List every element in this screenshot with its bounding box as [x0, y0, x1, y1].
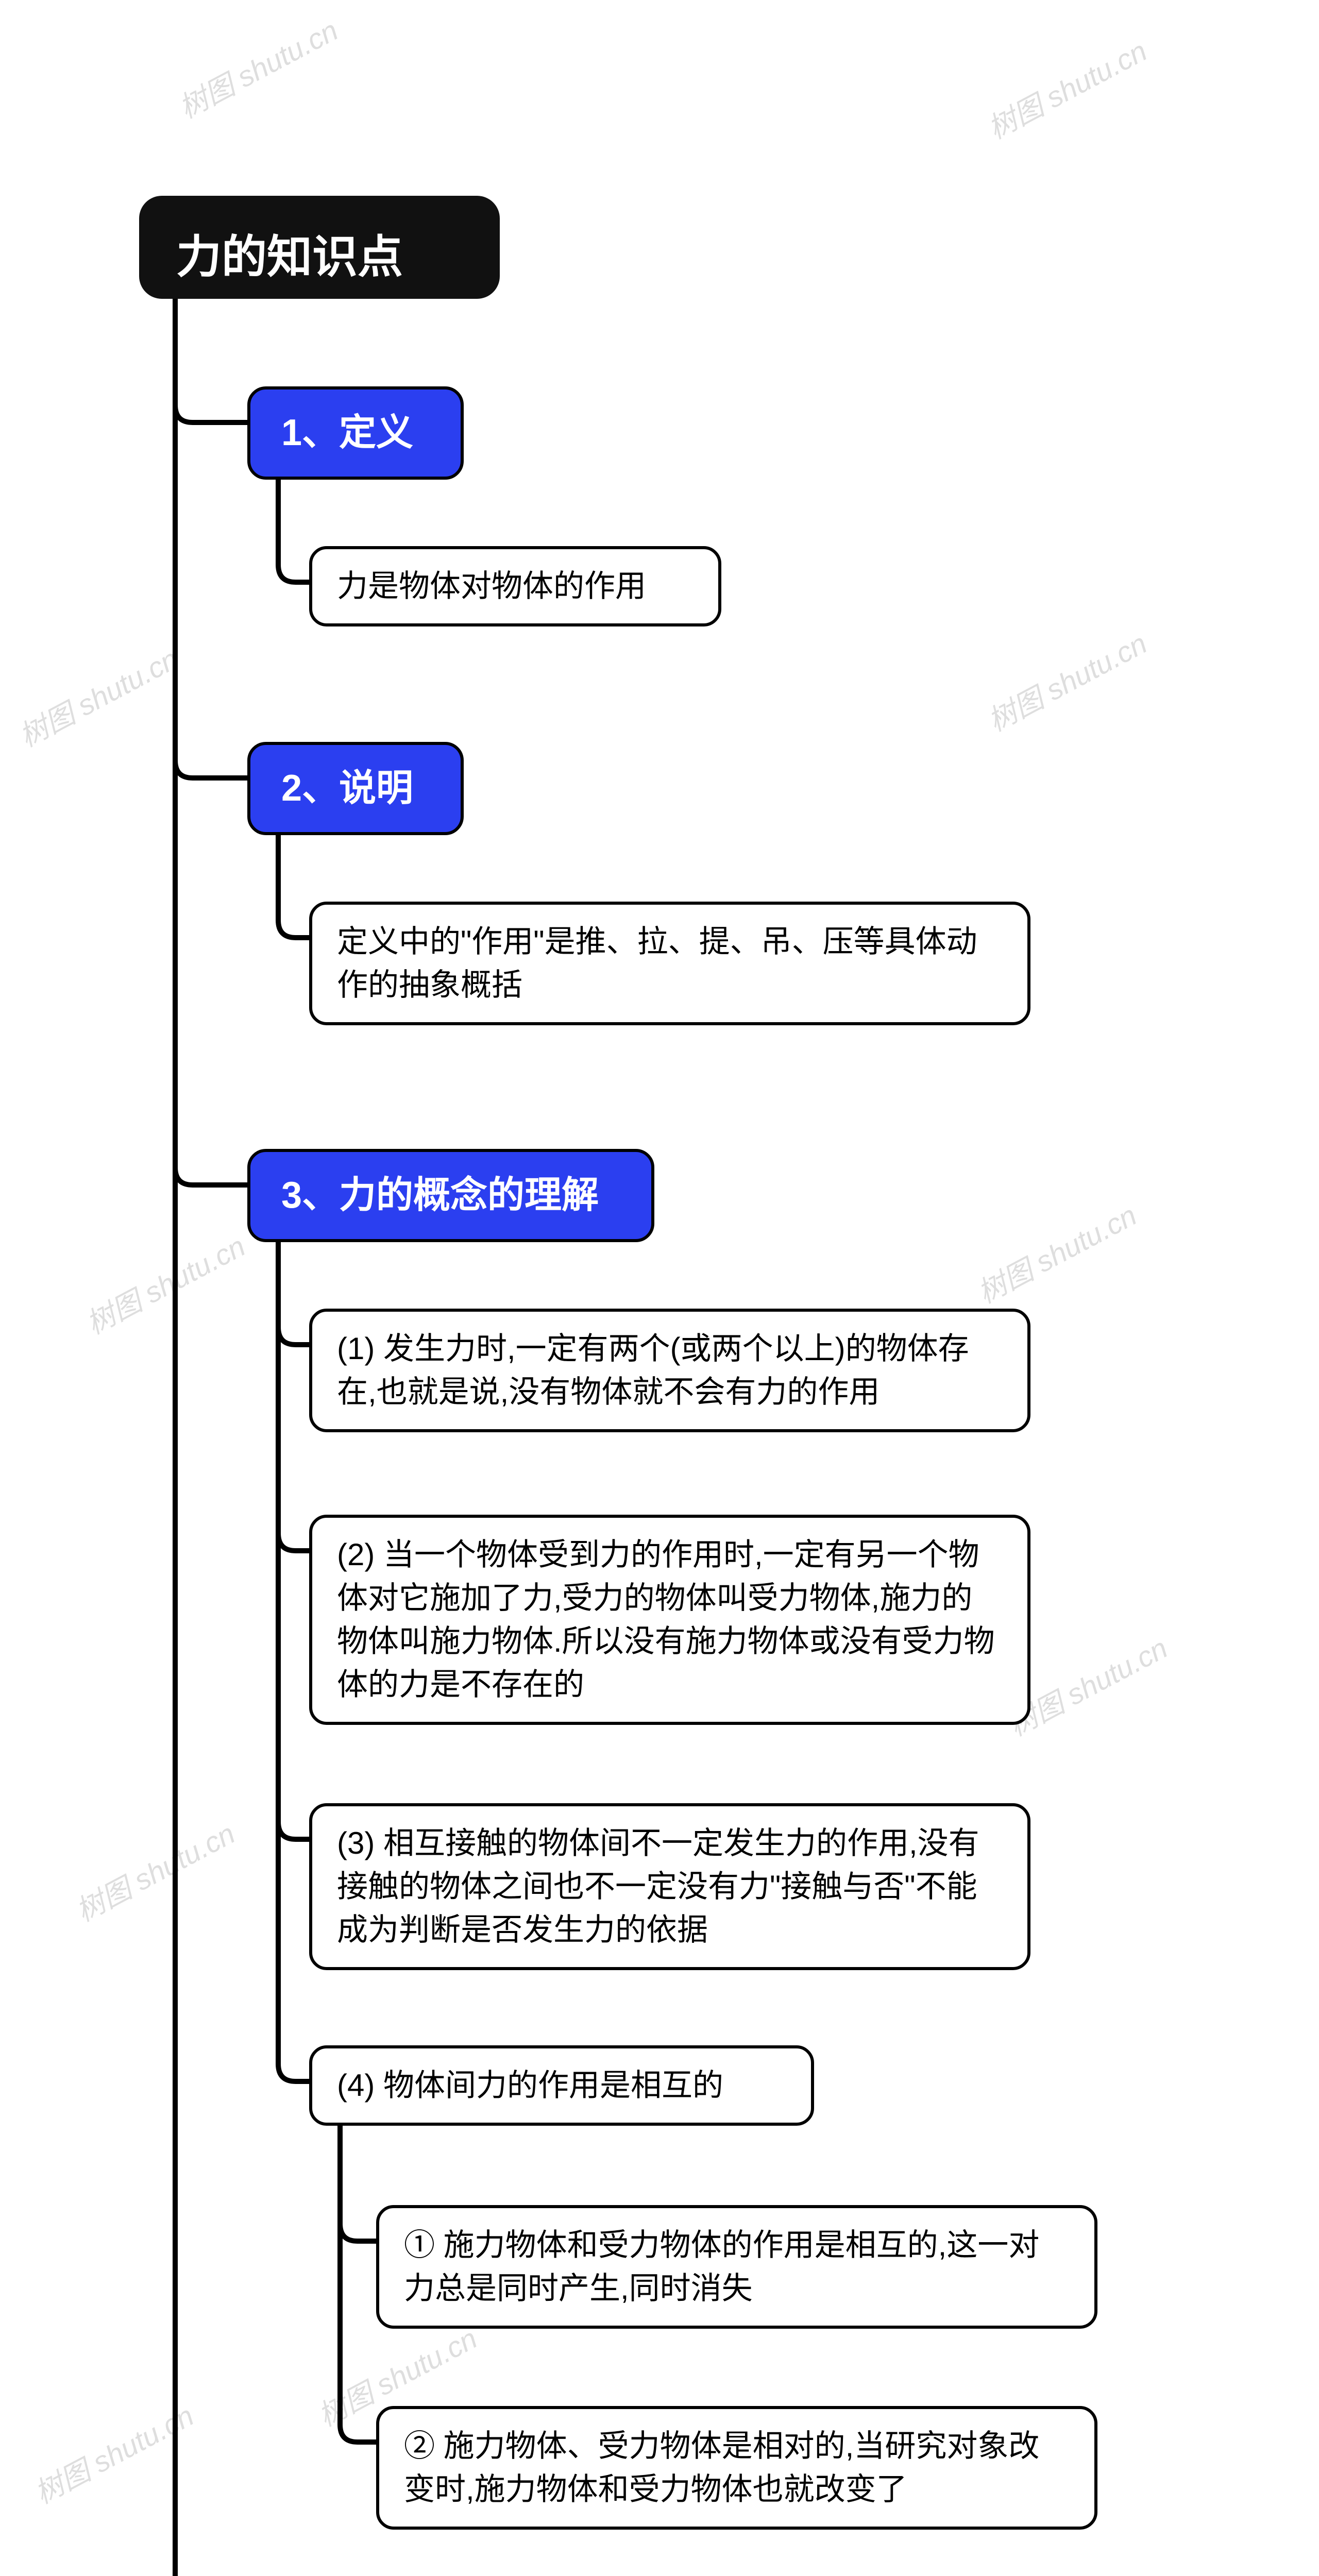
leaf-node-b3c4a: ① 施力物体和受力物体的作用是相互的,这一对力总是同时产生,同时消失: [376, 2205, 1097, 2329]
watermark: 树图 shutu.cn: [171, 8, 345, 127]
watermark: 树图 shutu.cn: [78, 1224, 252, 1343]
branch-node-b3: 3、力的概念的理解: [247, 1149, 654, 1242]
connector-layer: [0, 0, 1319, 2576]
branch-node-b1: 1、定义: [247, 386, 464, 480]
leaf-node-b3c1: (1) 发生力时,一定有两个(或两个以上)的物体存在,也就是说,没有物体就不会有…: [309, 1309, 1030, 1432]
watermark: 树图 shutu.cn: [67, 1811, 242, 1930]
leaf-node-b3c4b: ② 施力物体、受力物体是相对的,当研究对象改变时,施力物体和受力物体也就改变了: [376, 2406, 1097, 2530]
leaf-node-b1c1: 力是物体对物体的作用: [309, 546, 721, 626]
watermark: 树图 shutu.cn: [26, 2393, 200, 2512]
watermark: 树图 shutu.cn: [969, 1193, 1143, 1312]
root-node: 力的知识点: [139, 196, 500, 299]
branch-node-b2: 2、说明: [247, 742, 464, 835]
leaf-node-b3c4: (4) 物体间力的作用是相互的: [309, 2045, 814, 2126]
leaf-node-b2c1: 定义中的"作用"是推、拉、提、吊、压等具体动作的抽象概括: [309, 902, 1030, 1025]
watermark: 树图 shutu.cn: [979, 621, 1154, 740]
leaf-node-b3c2: (2) 当一个物体受到力的作用时,一定有另一个物体对它施加了力,受力的物体叫受力…: [309, 1515, 1030, 1725]
leaf-node-b3c3: (3) 相互接触的物体间不一定发生力的作用,没有接触的物体之间也不一定没有力"接…: [309, 1803, 1030, 1970]
watermark: 树图 shutu.cn: [11, 636, 185, 755]
watermark: 树图 shutu.cn: [979, 28, 1154, 147]
